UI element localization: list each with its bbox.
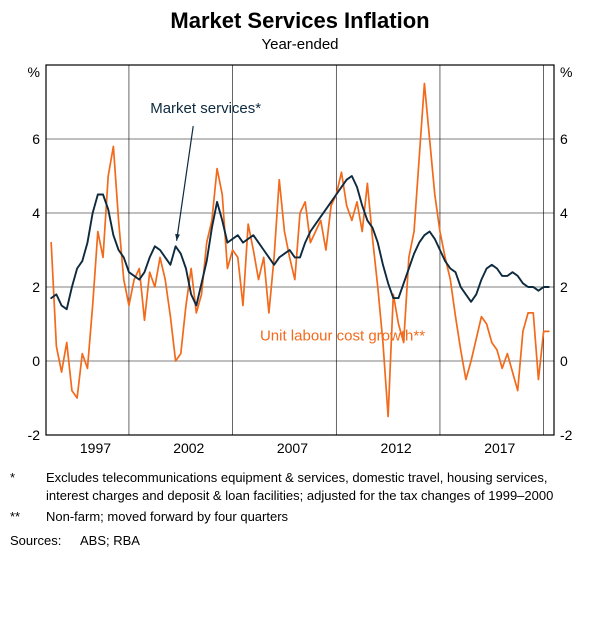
svg-text:-2: -2 [28, 427, 41, 443]
svg-text:2017: 2017 [484, 440, 515, 456]
svg-text:%: % [28, 64, 40, 80]
svg-text:-2: -2 [560, 427, 573, 443]
svg-text:Unit labour cost growth**: Unit labour cost growth** [260, 328, 425, 345]
footnote-1: * Excludes telecommunications equipment … [10, 469, 590, 504]
svg-text:0: 0 [32, 353, 40, 369]
svg-text:2002: 2002 [173, 440, 204, 456]
svg-text:2012: 2012 [381, 440, 412, 456]
svg-text:2007: 2007 [277, 440, 308, 456]
svg-text:%: % [560, 64, 572, 80]
svg-text:6: 6 [32, 131, 40, 147]
svg-text:4: 4 [32, 205, 40, 221]
sources-text: ABS; RBA [80, 532, 140, 550]
footnote-2: ** Non-farm; moved forward by four quart… [10, 508, 590, 526]
svg-text:6: 6 [560, 131, 568, 147]
footnotes: * Excludes telecommunications equipment … [10, 469, 590, 549]
footnote-text: Excludes telecommunications equipment & … [46, 469, 590, 504]
footnote-mark: ** [10, 508, 46, 526]
chart-container: Market Services Inflation Year-ended -2-… [0, 0, 600, 559]
chart-svg: -2 -2 0 0 2 2 4 4 6 6%% 1997 2002 2007 2012 2017 Market… [12, 59, 588, 459]
chart-subtitle: Year-ended [10, 36, 590, 53]
sources-label: Sources: [10, 532, 80, 550]
svg-text:2: 2 [32, 279, 40, 295]
svg-text:Market services*: Market services* [150, 100, 261, 117]
footnote-text: Non-farm; moved forward by four quarters [46, 508, 590, 526]
sources: Sources: ABS; RBA [10, 532, 590, 550]
plot-area: -2 -2 0 0 2 2 4 4 6 6%% 1997 2002 2007 2012 2017 Market… [12, 59, 588, 459]
svg-text:2: 2 [560, 279, 568, 295]
footnote-mark: * [10, 469, 46, 504]
svg-text:0: 0 [560, 353, 568, 369]
chart-title: Market Services Inflation [10, 8, 590, 34]
svg-text:1997: 1997 [80, 440, 111, 456]
svg-text:4: 4 [560, 205, 568, 221]
